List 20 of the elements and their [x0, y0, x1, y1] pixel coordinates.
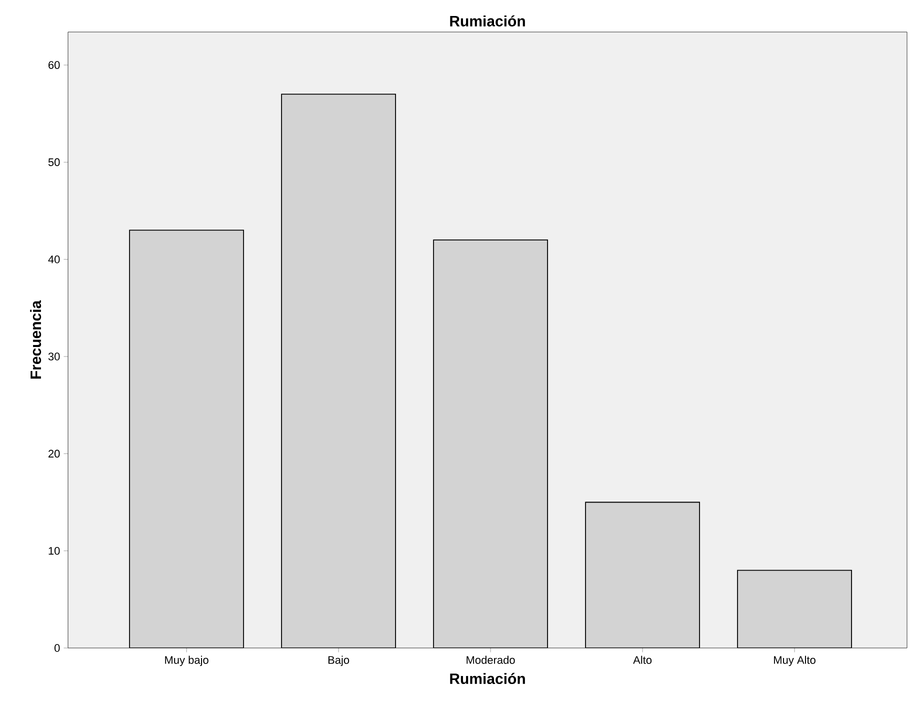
y-tick-label: 40	[48, 255, 60, 264]
bar	[281, 94, 396, 648]
x-axis-title: Rumiación	[450, 672, 525, 684]
y-axis-title: Frecuencia	[30, 300, 42, 379]
bar	[433, 239, 548, 648]
x-tick-label: Bajo	[328, 656, 350, 666]
x-tick-label: Alto	[633, 656, 652, 664]
y-tick-label: 0	[54, 644, 60, 652]
bar	[737, 570, 852, 648]
y-tick-label: 20	[48, 450, 60, 458]
bar	[130, 230, 244, 648]
y-tick-label: 60	[48, 61, 60, 69]
bar	[585, 502, 700, 648]
x-tick-label: Moderado	[466, 656, 515, 664]
chart-title: Rumiación	[450, 15, 525, 26]
x-tick-label: Muy bajo	[165, 656, 208, 666]
y-tick-label: 50	[48, 158, 60, 166]
x-tick-label: Muy Alto	[774, 656, 816, 666]
y-tick-label: 30	[48, 352, 60, 360]
y-tick-label: 10	[48, 546, 60, 555]
